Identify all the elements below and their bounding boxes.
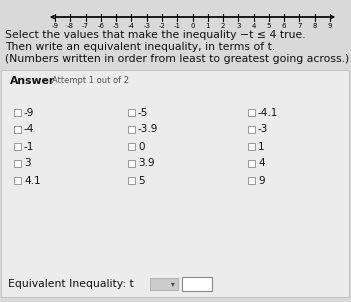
Bar	[182, 277, 212, 291]
Text: -9: -9	[52, 23, 59, 28]
Text: 5: 5	[267, 23, 271, 28]
Bar	[248, 143, 255, 150]
Text: -3: -3	[258, 124, 269, 134]
Text: 3: 3	[236, 23, 240, 28]
Text: 4: 4	[258, 159, 265, 169]
Text: 0: 0	[190, 23, 195, 28]
Bar	[128, 177, 135, 184]
Text: -6: -6	[97, 23, 104, 28]
Text: -4: -4	[128, 23, 135, 28]
Bar	[248, 177, 255, 184]
Text: -3: -3	[143, 23, 150, 28]
Text: ▾: ▾	[171, 279, 175, 288]
Bar	[14, 160, 21, 167]
Text: -1: -1	[174, 23, 181, 28]
Text: 3: 3	[24, 159, 31, 169]
Text: 1: 1	[258, 142, 265, 152]
Text: 6: 6	[282, 23, 286, 28]
Bar	[128, 160, 135, 167]
Bar	[14, 177, 21, 184]
Text: 9: 9	[328, 23, 332, 28]
Text: -8: -8	[67, 23, 74, 28]
Text: -5: -5	[138, 108, 148, 117]
Bar	[14, 109, 21, 116]
Bar	[128, 109, 135, 116]
Bar	[248, 126, 255, 133]
Text: 0: 0	[138, 142, 145, 152]
Text: -5: -5	[113, 23, 120, 28]
Bar	[128, 126, 135, 133]
Text: Equivalent Inequality: t: Equivalent Inequality: t	[8, 279, 134, 289]
Text: 8: 8	[312, 23, 317, 28]
Text: -7: -7	[82, 23, 89, 28]
Bar	[14, 126, 21, 133]
Text: -1: -1	[24, 142, 34, 152]
Bar	[248, 109, 255, 116]
Text: 1: 1	[206, 23, 210, 28]
Text: Select the values that make the inequality −t ≤ 4 true.: Select the values that make the inequali…	[5, 30, 306, 40]
Text: 4.1: 4.1	[24, 175, 41, 185]
Text: -2: -2	[159, 23, 165, 28]
Text: 5: 5	[138, 175, 145, 185]
Text: Attempt 1 out of 2: Attempt 1 out of 2	[52, 76, 129, 85]
Text: 2: 2	[221, 23, 225, 28]
Bar	[14, 143, 21, 150]
Text: 3.9: 3.9	[138, 159, 155, 169]
Text: Then write an equivalent inequality, in terms of t.: Then write an equivalent inequality, in …	[5, 42, 275, 52]
Bar	[150, 278, 178, 290]
Text: 7: 7	[297, 23, 302, 28]
Text: (Numbers written in order from least to greatest going across.): (Numbers written in order from least to …	[5, 54, 349, 64]
Text: -3.9: -3.9	[138, 124, 158, 134]
Text: -4.1: -4.1	[258, 108, 278, 117]
Text: 9: 9	[258, 175, 265, 185]
Text: 4: 4	[251, 23, 256, 28]
Bar	[128, 143, 135, 150]
Text: -9: -9	[24, 108, 34, 117]
Text: Answer: Answer	[10, 76, 55, 86]
Text: -4: -4	[24, 124, 34, 134]
FancyBboxPatch shape	[1, 70, 350, 297]
Bar	[248, 160, 255, 167]
